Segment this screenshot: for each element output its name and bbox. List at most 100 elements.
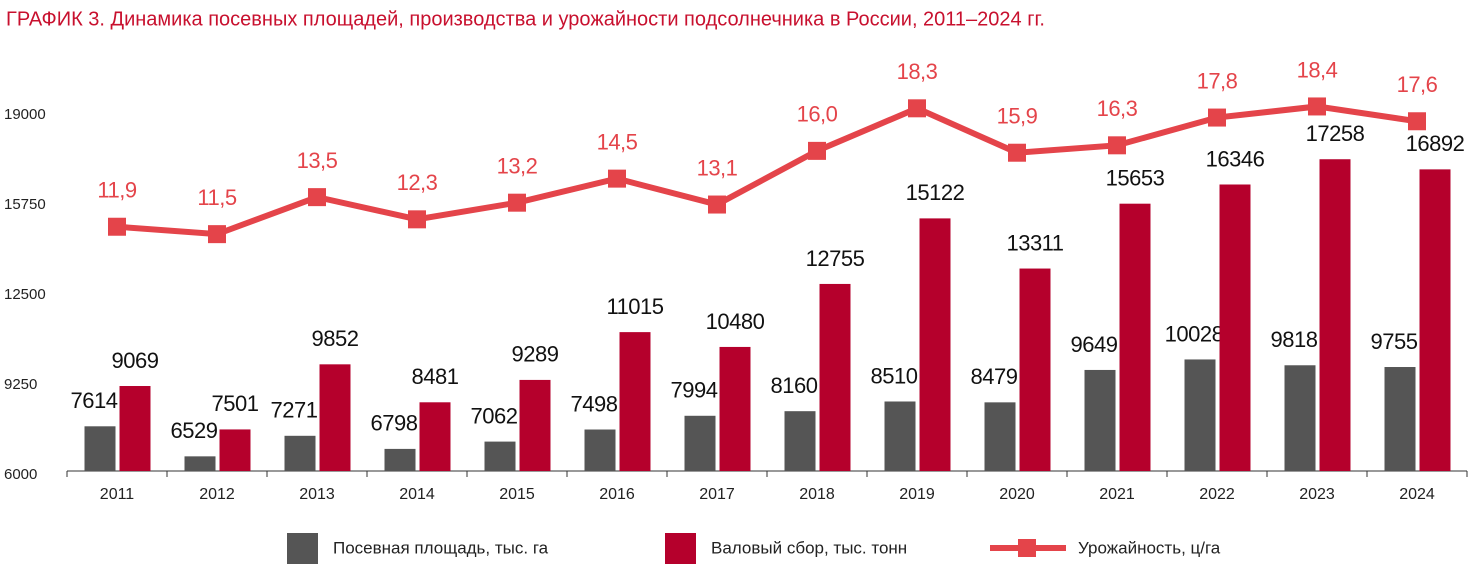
- value-label: 8481: [412, 364, 459, 389]
- value-label: 18,3: [897, 59, 938, 84]
- bar: [1119, 203, 1151, 471]
- value-label: 9289: [512, 342, 559, 367]
- bar: [84, 426, 116, 471]
- value-label: 18,4: [1297, 57, 1338, 82]
- legend-label: Валовый сбор, тыс. тонн: [711, 538, 907, 557]
- value-label: 15122: [906, 180, 965, 205]
- y-tick-label: 15750: [4, 196, 46, 213]
- bar: [1219, 184, 1251, 471]
- x-tick-label: 2015: [499, 486, 535, 503]
- marker: [808, 141, 826, 160]
- value-label: 9818: [1271, 327, 1318, 352]
- marker: [1308, 97, 1326, 116]
- legend-swatch: [1018, 539, 1036, 557]
- x-tick-label: 2014: [399, 486, 435, 503]
- bar: [1319, 159, 1351, 472]
- marker: [308, 188, 326, 207]
- value-label: 13,2: [497, 153, 538, 178]
- x-tick-label: 2016: [599, 486, 635, 503]
- value-label: 16,0: [797, 102, 838, 127]
- bar: [1384, 367, 1416, 471]
- value-label: 11,5: [197, 185, 236, 210]
- bar: [1184, 359, 1216, 471]
- value-label: 14,5: [597, 129, 638, 154]
- chart-title: ГРАФИК 3. Динамика посевных площадей, пр…: [6, 8, 1045, 30]
- bar: [519, 379, 551, 471]
- bar: [819, 283, 851, 471]
- value-label: 11015: [606, 294, 663, 319]
- bar: [119, 386, 151, 471]
- bar: [1019, 268, 1051, 471]
- value-label: 9852: [312, 326, 359, 351]
- bar: [419, 402, 451, 471]
- x-tick-label: 2023: [1299, 486, 1335, 503]
- value-label: 13,5: [297, 148, 338, 173]
- value-label: 12,3: [397, 170, 438, 195]
- bar: [1419, 169, 1451, 472]
- marker: [1108, 136, 1126, 155]
- marker: [708, 195, 726, 214]
- marker: [208, 225, 226, 244]
- value-label: 16346: [1206, 146, 1265, 171]
- value-label: 9649: [1071, 332, 1118, 357]
- marker: [1408, 112, 1426, 131]
- y-tick-label: 12500: [4, 286, 46, 303]
- x-tick-label: 2011: [100, 486, 135, 503]
- value-label: 16892: [1406, 131, 1465, 156]
- bar: [619, 332, 651, 471]
- bar: [884, 401, 916, 471]
- bar: [784, 411, 816, 471]
- value-label: 16,3: [1097, 96, 1138, 121]
- value-label: 9755: [1371, 329, 1418, 354]
- value-label: 13311: [1006, 230, 1063, 255]
- x-tick-label: 2018: [799, 486, 835, 503]
- y-tick-label: 9250: [4, 376, 37, 393]
- value-label: 7614: [71, 388, 118, 413]
- value-label: 10028: [1165, 321, 1224, 346]
- marker: [1208, 108, 1226, 127]
- x-tick-label: 2017: [699, 486, 735, 503]
- y-tick-label: 19000: [4, 106, 46, 123]
- x-tick-label: 2013: [299, 486, 335, 503]
- bar: [319, 364, 351, 471]
- x-tick-label: 2019: [899, 486, 935, 503]
- bar: [384, 448, 416, 471]
- legend-label: Посевная площадь, тыс. га: [333, 538, 549, 557]
- value-label: 13,1: [697, 155, 738, 180]
- marker: [108, 217, 126, 236]
- x-tick-label: 2012: [199, 486, 235, 503]
- x-tick-label: 2020: [999, 486, 1035, 503]
- marker: [408, 210, 426, 229]
- value-label: 15,9: [997, 104, 1038, 129]
- value-label: 7271: [271, 398, 318, 423]
- value-label: 12755: [806, 246, 865, 271]
- value-label: 11,9: [97, 178, 136, 203]
- value-label: 7994: [671, 378, 718, 403]
- bar: [1284, 365, 1316, 471]
- x-tick-label: 2021: [1099, 486, 1135, 503]
- value-label: 8160: [771, 373, 818, 398]
- value-label: 10480: [706, 309, 765, 334]
- legend-swatch: [287, 533, 318, 564]
- bar: [584, 429, 616, 471]
- value-label: 7498: [571, 391, 618, 416]
- x-tick-label: 2022: [1199, 486, 1235, 503]
- value-label: 8479: [971, 364, 1018, 389]
- marker: [608, 169, 626, 188]
- bar: [919, 218, 951, 471]
- marker: [508, 193, 526, 212]
- line: [116, 103, 1418, 238]
- value-label: 17,6: [1397, 72, 1438, 97]
- marker: [1008, 143, 1026, 162]
- value-label: 6529: [171, 418, 218, 443]
- x-tick-label: 2024: [1399, 486, 1435, 503]
- value-label: 15653: [1106, 165, 1165, 190]
- value-label: 7501: [212, 391, 259, 416]
- bar: [184, 456, 216, 471]
- legend-swatch: [665, 533, 696, 564]
- bar: [984, 402, 1016, 471]
- bar: [219, 429, 251, 471]
- marker: [908, 99, 926, 118]
- value-label: 6798: [371, 411, 418, 436]
